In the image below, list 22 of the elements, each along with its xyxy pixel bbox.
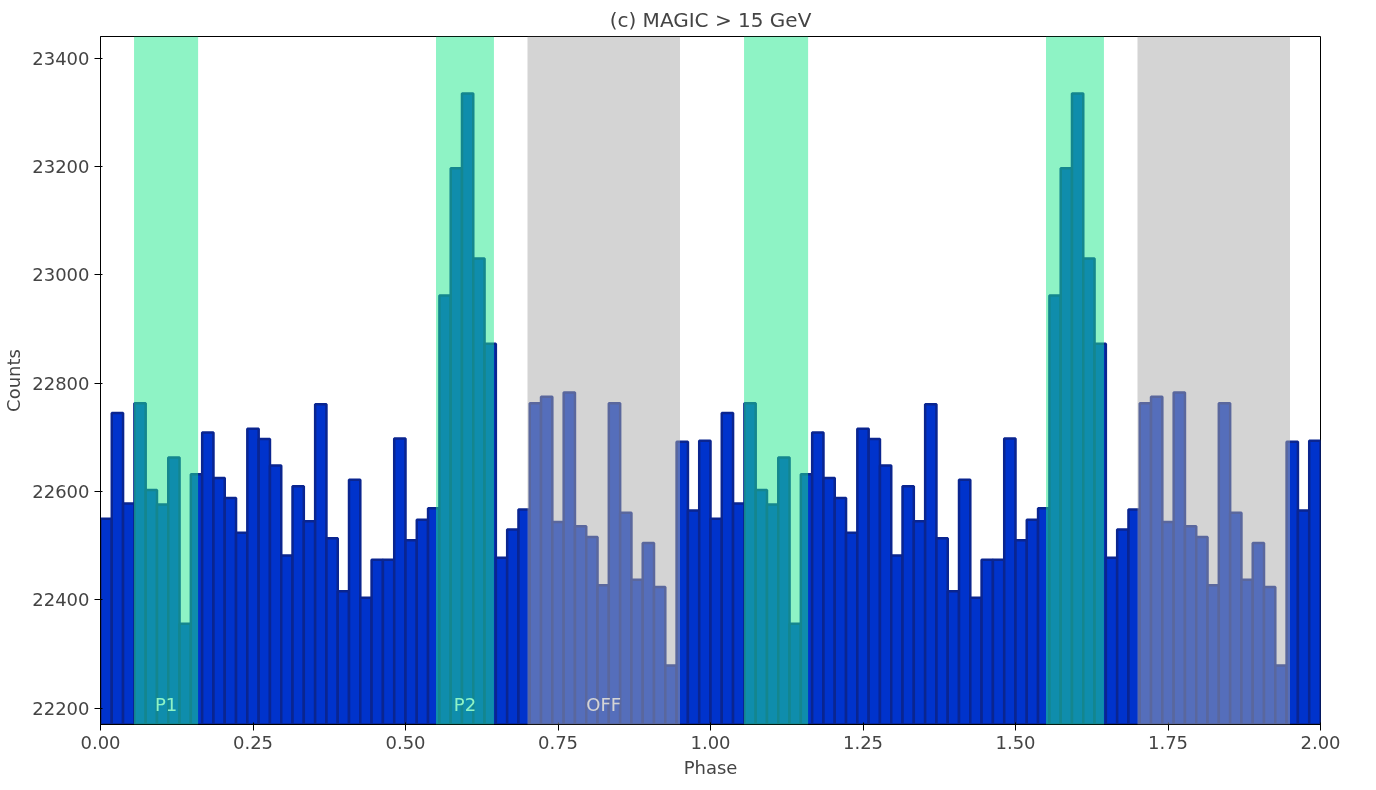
band-label: P2 [453,693,477,715]
y-tick-label: 23200 [32,156,90,178]
y-tick-label: 22600 [32,481,90,503]
x-tick-label: 0.25 [232,731,274,753]
y-tick-label: 22200 [32,697,90,719]
y-axis-title: Counts [3,349,25,412]
y-tick-label: 22400 [32,589,90,611]
chart-title: (c) MAGIC > 15 GeV [609,7,812,32]
y-tick-label: 22800 [32,372,90,394]
x-axis-title: Phase [683,756,738,778]
x-tick-label: 1.75 [1147,731,1189,753]
x-tick-label: 0.50 [385,731,426,753]
band-label: P1 [154,693,178,715]
x-tick-label: 1.00 [690,731,731,753]
y-tick-label: 23000 [32,264,90,286]
x-tick-label: 0.00 [80,731,121,753]
x-tick-label: 0.75 [537,731,579,753]
x-tick-label: 2.00 [1300,731,1341,753]
x-tick-label: 1.50 [995,731,1036,753]
x-tick-label: 1.25 [842,731,884,753]
band-label: OFF [586,693,622,715]
y-tick-label: 23400 [32,47,90,69]
